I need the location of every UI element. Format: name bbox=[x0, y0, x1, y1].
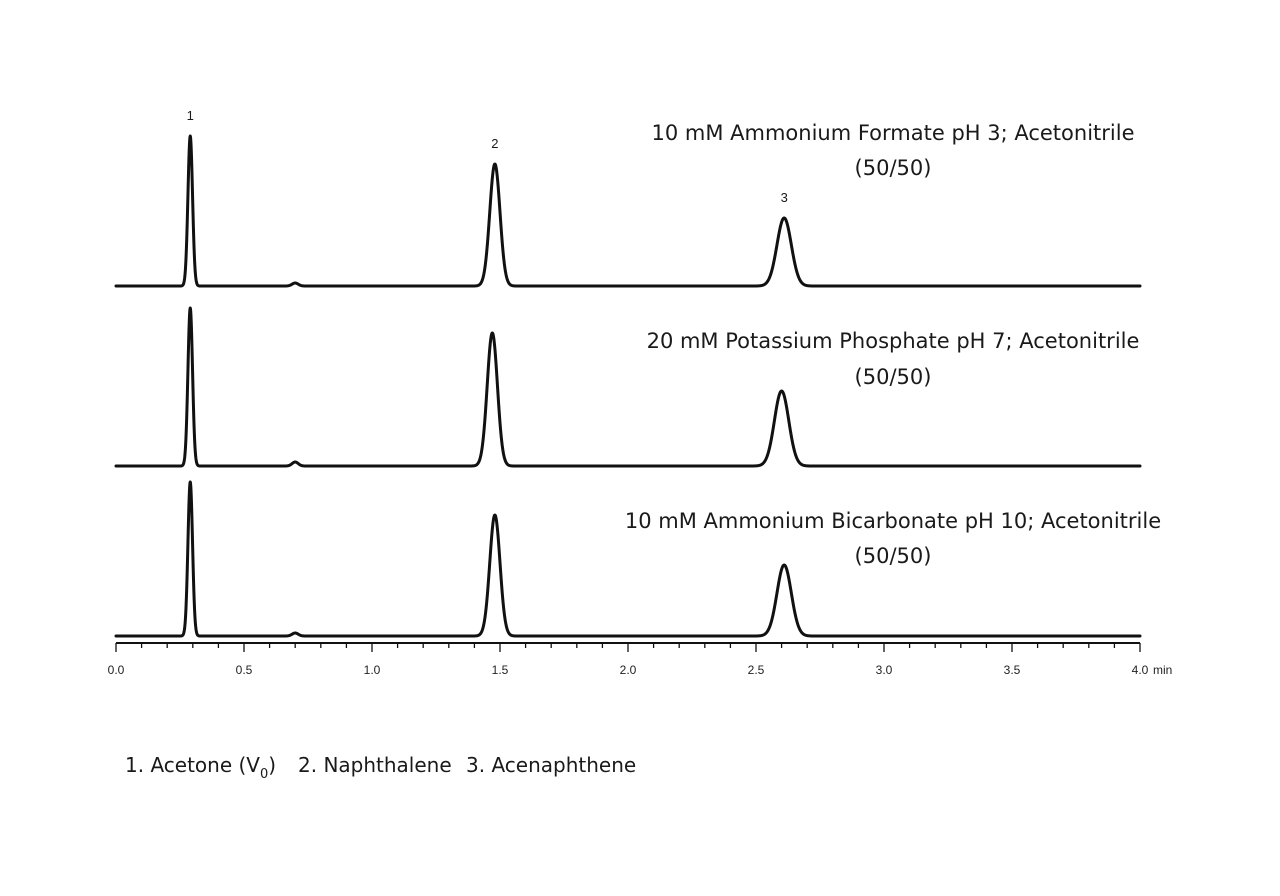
x-tick-label: 3.5 bbox=[1004, 663, 1021, 677]
legend-item-1-suffix: ) bbox=[268, 753, 276, 777]
x-tick-label: 1.5 bbox=[492, 663, 509, 677]
peak-label-1: 1 bbox=[187, 108, 194, 123]
series-3-name-line1: 10 mM Ammonium Bicarbonate pH 10; Aceton… bbox=[625, 509, 1161, 533]
legend-item-1-prefix: 1. Acetone (V bbox=[125, 753, 260, 777]
series-3-name-line2: (50/50) bbox=[855, 544, 932, 568]
peak-label-3: 3 bbox=[781, 190, 788, 205]
x-axis-ticks: 0.0 0.5 1.0 1.5 2.0 2.5 3.0 3.5 4.0 bbox=[108, 643, 1149, 677]
x-axis-unit-label: min bbox=[1153, 663, 1172, 677]
legend-item-2: 2. Naphthalene bbox=[298, 753, 452, 777]
x-tick-label: 2.5 bbox=[748, 663, 765, 677]
x-tick-label: 3.0 bbox=[876, 663, 893, 677]
legend-item-1-subscript: 0 bbox=[260, 767, 268, 782]
x-tick-label: 4.0 bbox=[1132, 663, 1149, 677]
series-3-trace bbox=[114, 480, 1142, 638]
series-1-name-line1: 10 mM Ammonium Formate pH 3; Acetonitril… bbox=[651, 121, 1134, 145]
series-1-name-line2: (50/50) bbox=[855, 156, 932, 180]
x-tick-label: 2.0 bbox=[620, 663, 637, 677]
legend: 1. Acetone (V0) bbox=[125, 753, 276, 782]
x-tick-label: 0.0 bbox=[108, 663, 125, 677]
series-1-trace bbox=[114, 134, 1142, 288]
series-2-name-line1: 20 mM Potassium Phosphate pH 7; Acetonit… bbox=[647, 329, 1140, 353]
peak-label-2: 2 bbox=[491, 136, 498, 151]
legend-item-3: 3. Acenaphthene bbox=[466, 753, 636, 777]
series-2-name-line2: (50/50) bbox=[855, 365, 932, 389]
x-tick-label: 1.0 bbox=[364, 663, 381, 677]
series-2-trace bbox=[114, 306, 1142, 468]
x-tick-label: 0.5 bbox=[236, 663, 253, 677]
traces-group: 1 2 3 bbox=[114, 108, 1142, 638]
